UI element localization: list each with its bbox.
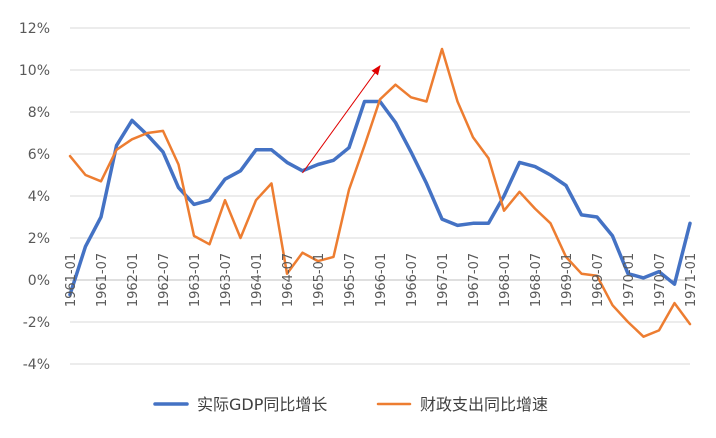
x-tick-label: 1961-07: [95, 253, 110, 307]
x-tick-label: 1963-01: [188, 253, 203, 307]
x-tick-label: 1970-07: [653, 253, 668, 307]
x-tick-label: 1967-07: [467, 253, 482, 307]
x-tick-label: 1963-07: [219, 253, 234, 307]
y-tick-label: 8%: [28, 105, 50, 121]
x-tick-label: 1961-01: [64, 253, 79, 307]
y-tick-label: 10%: [19, 63, 50, 79]
series-lines: [68, 47, 692, 338]
x-axis-tick-labels: 1961-01 1961-07 1962-01 1962-07 1963-01 1963-…: [64, 253, 699, 307]
x-tick-label: 1964-01: [250, 253, 265, 307]
x-tick-label: 1966-01: [374, 253, 389, 307]
y-tick-label: -2%: [23, 315, 50, 331]
gridlines: [70, 27, 690, 365]
x-tick-label: 1970-01: [622, 253, 637, 307]
y-tick-label: 2%: [28, 231, 50, 247]
legend: 实际GDP同比增长 财政支出同比增速: [153, 395, 548, 414]
x-tick-label: 1962-07: [157, 253, 172, 307]
x-tick-label: 1968-07: [529, 253, 544, 307]
y-tick-label: 0%: [28, 273, 50, 289]
x-tick-label: 1967-01: [436, 253, 451, 307]
x-tick-label: 1968-01: [498, 253, 513, 307]
y-tick-label: -4%: [23, 357, 50, 373]
x-tick-label: 1964-07: [281, 253, 296, 307]
y-tick-label: 6%: [28, 147, 50, 163]
x-tick-label: 1966-07: [405, 253, 420, 307]
x-tick-label: 1971-01: [684, 253, 699, 307]
x-tick-label: 1965-07: [343, 253, 358, 307]
y-axis-tick-labels: -4% -2% 0% 2% 4% 6% 8% 10% 12%: [19, 21, 50, 373]
series-line-2: [68, 47, 692, 338]
x-tick-label: 1969-07: [591, 253, 606, 307]
annotations: [302, 64, 381, 174]
legend-label: 实际GDP同比增长: [197, 395, 327, 414]
y-tick-label: 4%: [28, 189, 50, 205]
annotation-arrow: [302, 64, 381, 174]
y-tick-label: 12%: [19, 21, 50, 37]
x-tick-label: 1965-01: [312, 253, 327, 307]
x-tick-label: 1969-01: [560, 253, 575, 307]
x-tick-label: 1962-01: [126, 253, 141, 307]
legend-label: 财政支出同比增速: [420, 395, 548, 414]
